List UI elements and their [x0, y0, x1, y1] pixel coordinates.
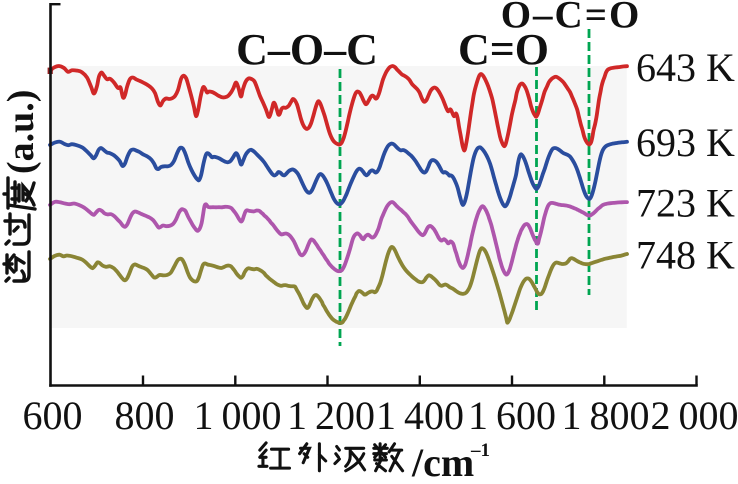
svg-text:1 800: 1 800 [561, 393, 649, 438]
svg-text:–1: –1 [470, 440, 490, 461]
svg-text:723 K: 723 K [636, 181, 735, 226]
svg-text:1 200: 1 200 [287, 393, 375, 438]
svg-text:693 K: 693 K [636, 120, 735, 165]
svg-text:1 400: 1 400 [376, 393, 464, 438]
svg-text:643 K: 643 K [636, 45, 735, 90]
svg-text:1 600: 1 600 [468, 393, 556, 438]
svg-text:O–C=O: O–C=O [501, 0, 642, 37]
svg-text:1 000: 1 000 [193, 393, 281, 438]
svg-text:800: 800 [115, 393, 175, 438]
svg-text:/cm: /cm [411, 440, 474, 484]
svg-text:748 K: 748 K [636, 233, 735, 278]
svg-text:C–O–C: C–O–C [236, 25, 378, 74]
svg-text:(a.u.): (a.u.) [0, 90, 42, 174]
svg-text:2 000: 2 000 [650, 393, 738, 438]
svg-text:600: 600 [23, 393, 83, 438]
svg-text:C=O: C=O [458, 25, 549, 74]
